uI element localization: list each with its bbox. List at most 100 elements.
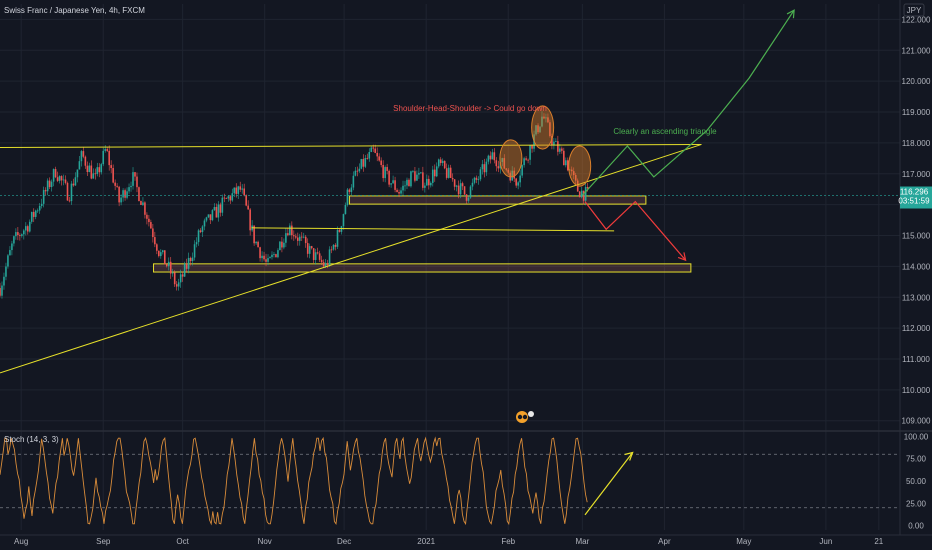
candle-body	[459, 183, 462, 195]
candle-body	[199, 230, 202, 233]
candle-body	[15, 232, 17, 237]
candle-body	[578, 191, 581, 198]
candle-body	[0, 288, 1, 296]
bullish-projection-path[interactable]	[581, 9, 795, 196]
candle-body	[386, 167, 388, 171]
candle-body	[517, 182, 519, 186]
candle-body	[318, 253, 321, 260]
candle-body	[332, 244, 335, 250]
candle-body	[245, 195, 247, 206]
left-shoulder-ellipse[interactable]	[499, 139, 523, 178]
candle-body	[32, 211, 35, 217]
bearish-projection-path[interactable]	[584, 200, 687, 261]
candle-body	[261, 255, 263, 259]
candle-body	[378, 156, 380, 161]
y-tick-label: 119.000	[902, 108, 931, 117]
bullish-projection-path-arrowhead	[786, 9, 795, 19]
candle-body	[372, 147, 375, 149]
candle-body	[326, 263, 329, 266]
candle-body	[21, 234, 23, 236]
y-tick-label: 111.000	[902, 355, 930, 364]
candle-body	[82, 151, 85, 157]
candle-body	[25, 226, 27, 231]
candle-body	[205, 217, 208, 221]
candle-body	[406, 179, 408, 186]
candle-body	[449, 167, 452, 178]
candle-body	[483, 164, 486, 173]
candle-body	[451, 177, 454, 180]
candle-body	[156, 244, 158, 251]
candle-body	[435, 166, 438, 177]
candle-body	[543, 116, 545, 119]
resistance-line[interactable]	[0, 143, 702, 149]
candle-body	[66, 182, 69, 201]
hs-annotation-label[interactable]: Shoulder-Head-Shoulder -> Could go down	[393, 104, 547, 113]
candle-body	[259, 247, 261, 259]
candle-body	[443, 160, 446, 169]
candle-body	[511, 170, 514, 181]
candle-body	[62, 179, 65, 181]
candle-body	[364, 157, 367, 167]
candle-body	[310, 246, 313, 249]
candle-body	[396, 189, 398, 193]
bearish-projection-path-arrowhead	[677, 252, 687, 262]
candle-body	[74, 177, 77, 186]
candle-body	[26, 226, 29, 232]
candle-body	[193, 244, 196, 258]
candle-body	[9, 250, 11, 256]
candle-body	[120, 197, 122, 203]
stoch-arrowhead	[624, 451, 634, 461]
y-tick-label: 121.000	[902, 46, 931, 55]
currency-badge[interactable]: JPY	[903, 3, 925, 17]
y-tick-label: 115.000	[902, 232, 931, 241]
candle-body	[30, 211, 33, 222]
candle-body	[285, 233, 287, 243]
stoch-projection-arrow[interactable]	[584, 452, 634, 516]
candle-body	[497, 166, 500, 169]
support-zone[interactable]	[153, 263, 692, 273]
candle-body	[568, 169, 571, 171]
y-tick-label: 117.000	[902, 170, 931, 179]
candle-body	[549, 122, 551, 136]
candle-body	[471, 182, 474, 187]
candle-body	[5, 266, 7, 277]
candle-body	[382, 164, 384, 179]
candle-body	[336, 230, 339, 247]
candle-body	[455, 185, 458, 187]
candle-body	[491, 152, 494, 160]
candle-body	[201, 226, 204, 233]
candle-body	[412, 171, 414, 173]
ascending-trendline[interactable]	[0, 143, 702, 374]
candle-body	[356, 170, 359, 172]
y-tick-label: 120.000	[902, 77, 931, 86]
candle-body	[513, 170, 515, 179]
candle-body	[541, 116, 543, 127]
candle-body	[211, 210, 214, 221]
candle-body	[28, 221, 31, 232]
candle-body	[100, 164, 103, 173]
candle-body	[60, 176, 63, 181]
annotation-layer	[0, 9, 795, 374]
right-shoulder-ellipse[interactable]	[568, 145, 592, 187]
candle-body	[370, 147, 373, 152]
stoch-tick-label: 75.00	[906, 455, 927, 464]
candle-body	[84, 156, 87, 166]
candle-body	[267, 258, 269, 262]
neckline-zone[interactable]	[348, 195, 647, 205]
candle-body	[36, 210, 39, 212]
head-ellipse[interactable]	[531, 105, 555, 150]
candle-body	[441, 160, 444, 164]
triangle-annotation-label[interactable]: Clearly an ascending triangle	[613, 127, 717, 136]
y-tick-label: 114.000	[902, 262, 931, 271]
candle-body	[388, 170, 390, 185]
candle-body	[179, 274, 182, 283]
candle-body	[334, 244, 337, 247]
candle-body	[134, 172, 136, 177]
candle-body	[586, 187, 589, 189]
candle-body	[322, 262, 325, 267]
x-tick-label: Dec	[337, 537, 351, 546]
x-tick-label: Oct	[176, 537, 189, 546]
mid-level-line[interactable]	[251, 227, 615, 232]
candle-body	[572, 171, 575, 176]
